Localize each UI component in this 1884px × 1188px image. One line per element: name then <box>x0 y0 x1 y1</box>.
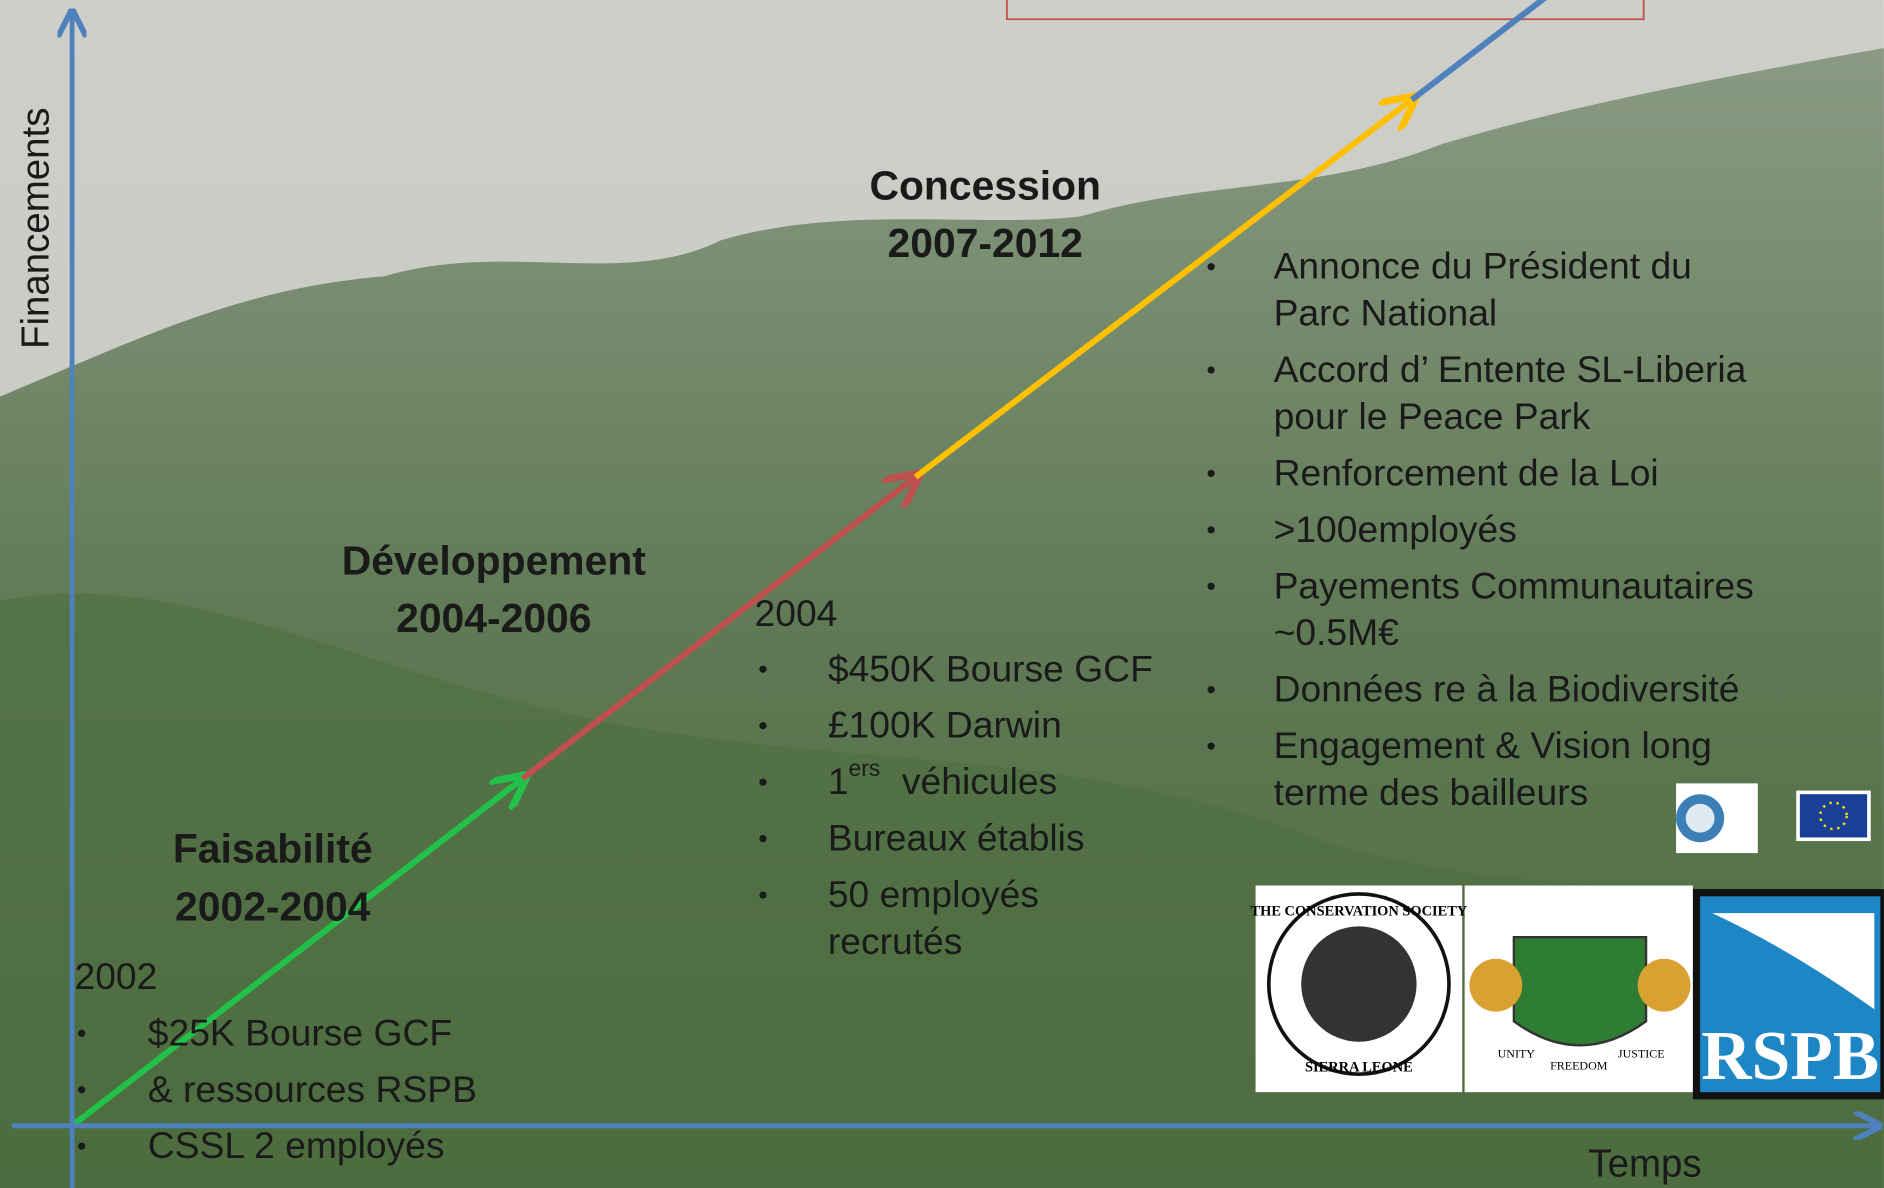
logo-text: FREEDOM <box>1550 1058 1608 1072</box>
logo-text: RSPB <box>1701 1018 1879 1095</box>
logo-text: UNITY <box>1498 1046 1536 1060</box>
slide: Financements Temps Faisabilité 2002-2004… <box>0 0 1884 1188</box>
logo-text: THE CONSERVATION SOCIETY SIERRA LEONE UN… <box>0 0 1884 1188</box>
logo-text: THE CONSERVATION SOCIETY <box>1251 904 1468 920</box>
logo-text: SIERRA LEONE <box>1305 1060 1413 1076</box>
logo-text: JUSTICE <box>1618 1046 1665 1060</box>
stage: Financements Temps Faisabilité 2002-2004… <box>0 0 1884 1188</box>
